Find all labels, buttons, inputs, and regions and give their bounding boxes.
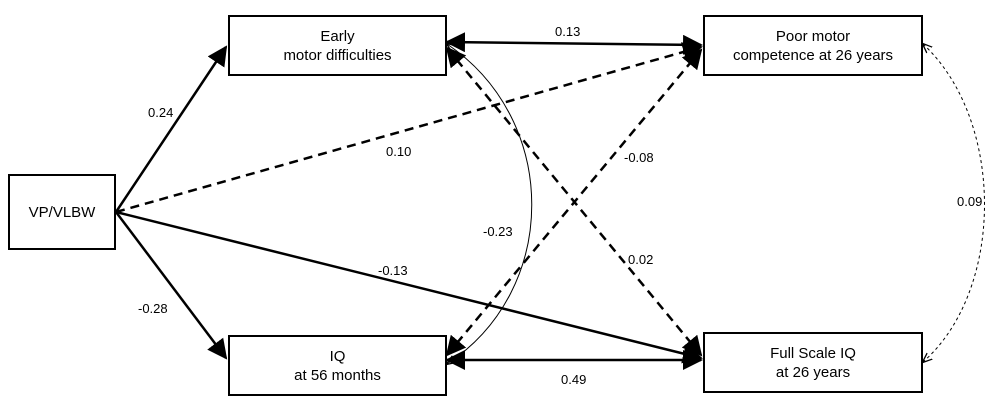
node-full-scale-iq-line2: at 26 years bbox=[775, 363, 851, 381]
node-early-motor-line2: motor difficulties bbox=[283, 46, 392, 64]
coef-vp-fsiq: -0.13 bbox=[378, 263, 408, 278]
coef-vp-early: 0.24 bbox=[148, 105, 173, 120]
coef-poor-fsiq-cov: 0.09 bbox=[957, 194, 982, 209]
node-full-scale-iq-line1: Full Scale IQ bbox=[770, 344, 856, 362]
node-poor-motor-line2: competence at 26 years bbox=[732, 46, 894, 64]
covariance-poor-fsiq bbox=[923, 44, 985, 362]
coef-early-fsiq: 0.02 bbox=[628, 252, 653, 267]
node-early-motor: Early motor difficulties bbox=[228, 15, 447, 76]
node-iq-56-line2: at 56 months bbox=[294, 366, 381, 384]
coef-iq56-poor: -0.08 bbox=[624, 150, 654, 165]
covariance-early-iq56 bbox=[447, 44, 533, 364]
node-early-motor-line1: Early bbox=[320, 27, 355, 45]
node-poor-motor-line1: Poor motor bbox=[775, 27, 851, 45]
node-full-scale-iq: Full Scale IQ at 26 years bbox=[703, 332, 923, 393]
path-early-poor bbox=[445, 32, 703, 55]
coef-early-iq56-cov: -0.23 bbox=[483, 224, 513, 239]
path-iq56-poor bbox=[445, 48, 703, 357]
node-poor-motor: Poor motor competence at 26 years bbox=[703, 15, 923, 76]
coef-early-poor: 0.13 bbox=[555, 24, 580, 39]
path-vp-iq56 bbox=[115, 211, 228, 360]
path-vp-early bbox=[114, 45, 228, 213]
coef-vp-poor: 0.10 bbox=[386, 144, 411, 159]
coef-vp-iq56: -0.28 bbox=[138, 301, 168, 316]
node-vp-vlbw: VP/VLBW bbox=[8, 174, 116, 250]
node-iq-56-months: IQ at 56 months bbox=[228, 335, 447, 396]
coef-iq56-fsiq: 0.49 bbox=[561, 372, 586, 387]
node-vp-vlbw-label: VP/VLBW bbox=[28, 203, 96, 221]
node-iq-56-line1: IQ bbox=[329, 347, 346, 365]
path-vp-poor bbox=[115, 42, 703, 214]
